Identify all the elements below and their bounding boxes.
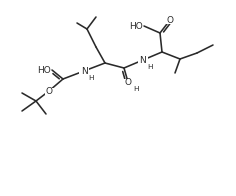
Text: H: H [133, 86, 139, 92]
Text: N: N [81, 66, 87, 75]
Text: N: N [140, 55, 146, 64]
Text: O: O [46, 86, 52, 95]
Bar [129, 23, 143, 30]
Bar [88, 75, 94, 81]
Text: H: H [88, 75, 94, 81]
Bar [165, 16, 174, 24]
Bar [133, 86, 139, 92]
Text: H: H [147, 64, 153, 70]
Text: O: O [167, 15, 173, 24]
Bar [138, 56, 148, 64]
Text: HO: HO [129, 22, 143, 31]
Text: HO: HO [37, 65, 51, 74]
Bar [147, 64, 153, 70]
Bar [37, 66, 51, 74]
Text: O: O [125, 77, 131, 86]
Bar [123, 79, 132, 85]
Bar [45, 87, 54, 94]
Bar [79, 67, 89, 75]
